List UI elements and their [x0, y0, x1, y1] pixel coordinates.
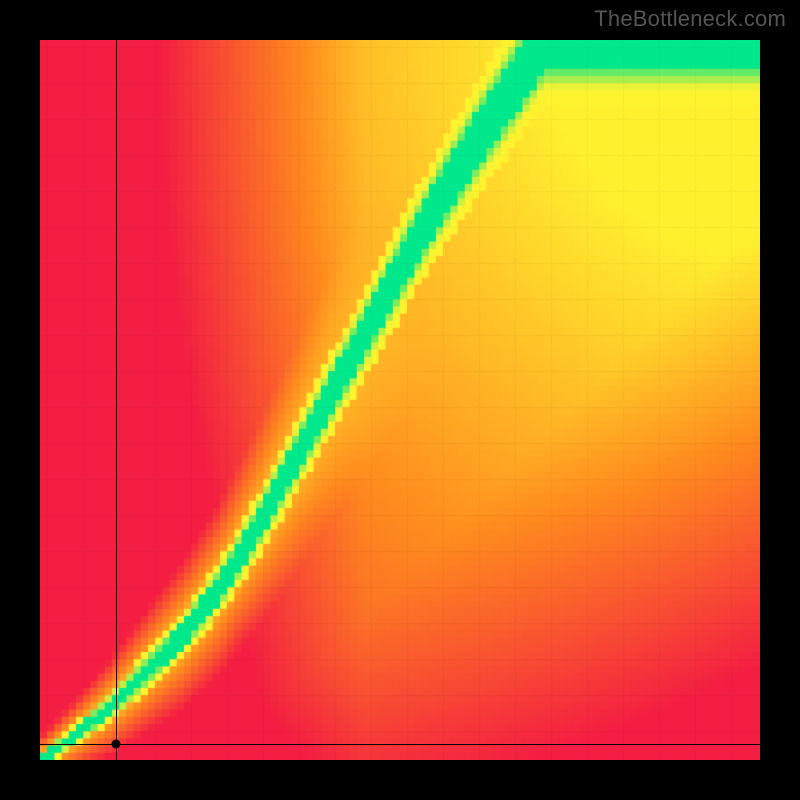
watermark-text: TheBottleneck.com	[594, 6, 786, 32]
crosshair-horizontal	[40, 744, 760, 745]
heatmap-canvas	[40, 40, 760, 760]
crosshair-marker-dot	[111, 740, 120, 749]
plot-area	[40, 40, 760, 760]
crosshair-vertical	[116, 40, 117, 760]
